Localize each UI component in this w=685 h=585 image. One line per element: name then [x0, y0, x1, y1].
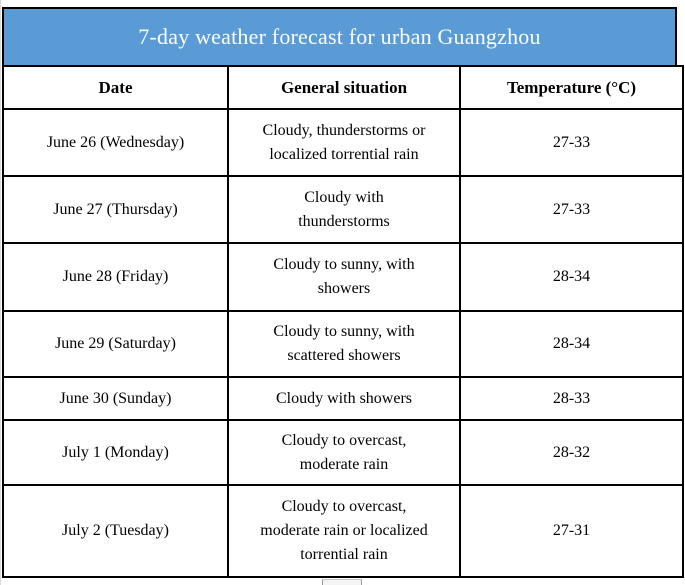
page-title: 7-day weather forecast for urban Guangzh…	[138, 24, 541, 49]
date-cell: June 29 (Saturday)	[2, 310, 229, 378]
date-cell: July 1 (Monday)	[2, 419, 229, 486]
temperature-cell: 27-31	[459, 484, 684, 578]
date-cell: June 28 (Friday)	[2, 242, 229, 312]
forecast-table: Date General situation Temperature (°C) …	[2, 65, 684, 578]
temperature-cell: 28-34	[459, 310, 684, 378]
date-cell: June 26 (Wednesday)	[2, 108, 229, 177]
temperature-cell: 28-32	[459, 419, 684, 486]
column-header-temperature: Temperature (°C)	[459, 65, 684, 110]
situation-cell: Cloudy to sunny, with scattered showers	[227, 310, 461, 378]
situation-cell: Cloudy to overcast, moderate rain	[227, 419, 461, 486]
situation-cell: Cloudy to sunny, with showers	[227, 242, 461, 312]
situation-cell: Cloudy with thunderstorms	[227, 175, 461, 244]
table-row: June 28 (Friday) Cloudy to sunny, with s…	[2, 242, 684, 312]
temperature-cell: 27-33	[459, 108, 684, 177]
table-row: June 29 (Saturday) Cloudy to sunny, with…	[2, 310, 684, 378]
situation-cell: Cloudy to overcast, moderate rain or loc…	[227, 484, 461, 578]
date-cell: June 30 (Sunday)	[2, 376, 229, 421]
date-cell: July 2 (Tuesday)	[2, 484, 229, 578]
forecast-banner: 7-day weather forecast for urban Guangzh…	[2, 7, 677, 67]
table-header-row: Date General situation Temperature (°C)	[2, 65, 684, 110]
situation-cell: Cloudy with showers	[227, 376, 461, 421]
window-edge-line	[0, 0, 1, 585]
table-row: June 30 (Sunday) Cloudy with showers 28-…	[2, 376, 684, 421]
temperature-cell: 28-34	[459, 242, 684, 312]
scrollbar-handle-partial	[322, 579, 362, 585]
date-cell: June 27 (Thursday)	[2, 175, 229, 244]
situation-cell: Cloudy, thunderstorms or localized torre…	[227, 108, 461, 177]
table-row: June 27 (Thursday) Cloudy with thunderst…	[2, 175, 684, 244]
temperature-cell: 27-33	[459, 175, 684, 244]
column-header-general-situation: General situation	[227, 65, 461, 110]
column-header-date: Date	[2, 65, 229, 110]
temperature-cell: 28-33	[459, 376, 684, 421]
table-row: July 2 (Tuesday) Cloudy to overcast, mod…	[2, 484, 684, 578]
table-row: June 26 (Wednesday) Cloudy, thunderstorm…	[2, 108, 684, 177]
table-row: July 1 (Monday) Cloudy to overcast, mode…	[2, 419, 684, 486]
